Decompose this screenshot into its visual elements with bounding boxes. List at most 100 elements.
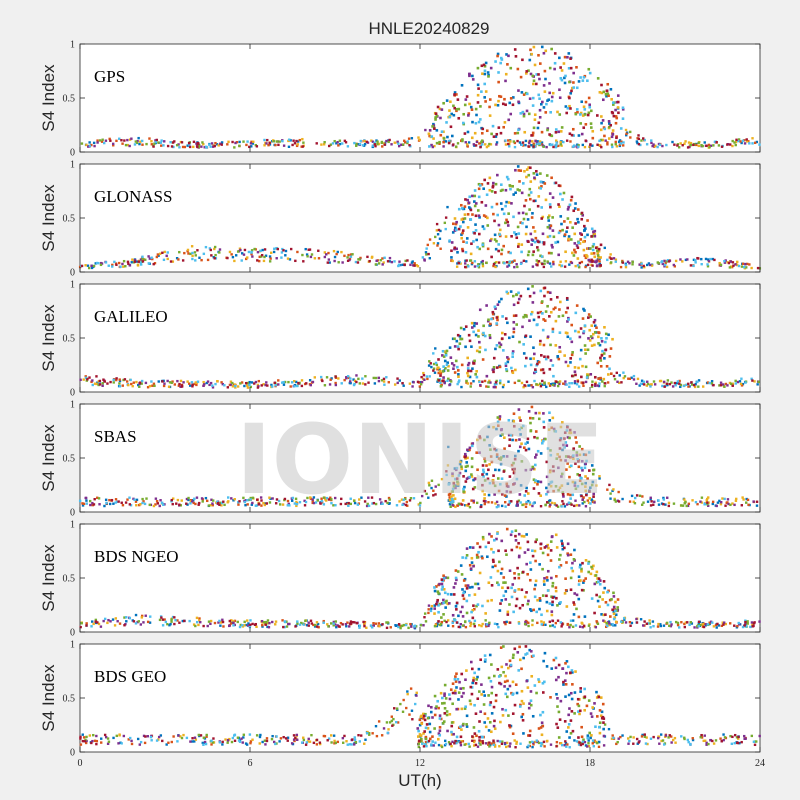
data-point [593,233,596,236]
data-point [495,455,499,458]
data-point [505,200,508,204]
data-point [551,416,555,420]
data-point [109,380,112,384]
data-point [708,622,711,626]
data-point [522,535,526,538]
data-point [571,351,574,354]
data-point [429,710,433,714]
data-point [464,141,467,144]
data-point [543,69,547,73]
data-point [570,374,574,378]
data-point [734,379,737,383]
data-point [343,139,347,143]
data-point [551,596,555,599]
data-point [303,499,306,503]
data-point [406,259,409,262]
data-point [539,480,543,484]
data-point [173,622,176,626]
data-point [505,175,509,179]
data-point [135,260,139,263]
data-point [722,738,725,742]
data-point [194,624,197,628]
data-point [139,263,143,266]
data-point [523,384,526,387]
data-point [708,621,711,624]
data-point [486,477,490,481]
data-point [521,424,525,428]
data-point [514,368,517,372]
data-point [505,553,508,556]
data-point [544,357,548,361]
data-point [529,312,533,316]
data-point [167,741,170,744]
data-point [517,211,521,215]
data-point [546,127,550,130]
data-point [516,502,519,506]
data-point [90,264,93,268]
data-point [540,141,544,144]
data-point [378,498,382,501]
data-point [565,503,569,506]
data-point [170,381,173,385]
data-point [196,145,199,149]
data-point [592,495,595,498]
data-point [163,618,166,621]
data-point [486,247,490,251]
data-point [206,258,210,262]
data-point [97,497,101,500]
data-point [473,194,477,198]
data-point [529,690,533,693]
data-point [186,503,189,506]
data-point [743,734,746,738]
data-point [451,259,454,263]
data-point [584,100,588,104]
data-point [495,537,498,541]
data-point [473,593,477,596]
data-point [559,742,563,745]
data-point [548,91,551,95]
data-point [355,374,358,377]
data-point [494,699,498,703]
data-point [516,301,520,305]
data-point [492,385,495,389]
data-point [520,91,524,94]
data-point [79,743,83,746]
data-point [531,265,535,268]
data-point [485,623,489,626]
data-point [595,593,598,597]
data-point [591,383,594,387]
data-point [434,493,437,496]
data-point [593,739,596,743]
data-point [540,206,543,209]
data-point [610,135,614,139]
data-point [249,741,252,745]
data-point [541,215,545,219]
data-point [494,103,497,107]
data-point [621,734,624,737]
data-point [496,173,499,177]
data-point [404,623,408,627]
data-point [439,371,443,375]
data-point [464,480,468,483]
data-point [377,376,381,380]
data-point [599,364,603,368]
data-point [616,598,620,601]
data-point [593,702,596,705]
data-point [505,620,508,624]
data-point [305,253,309,256]
data-point [202,380,205,384]
data-point [461,605,464,609]
data-point [173,383,177,386]
data-point [481,473,484,476]
data-point [511,352,515,355]
data-point [579,238,583,241]
data-point [552,489,555,493]
data-point [633,502,637,505]
data-point [467,206,471,209]
data-point [531,301,535,304]
data-point [254,380,258,384]
data-point [301,137,304,141]
data-point [557,315,561,318]
data-point [141,257,144,260]
data-point [481,72,484,76]
